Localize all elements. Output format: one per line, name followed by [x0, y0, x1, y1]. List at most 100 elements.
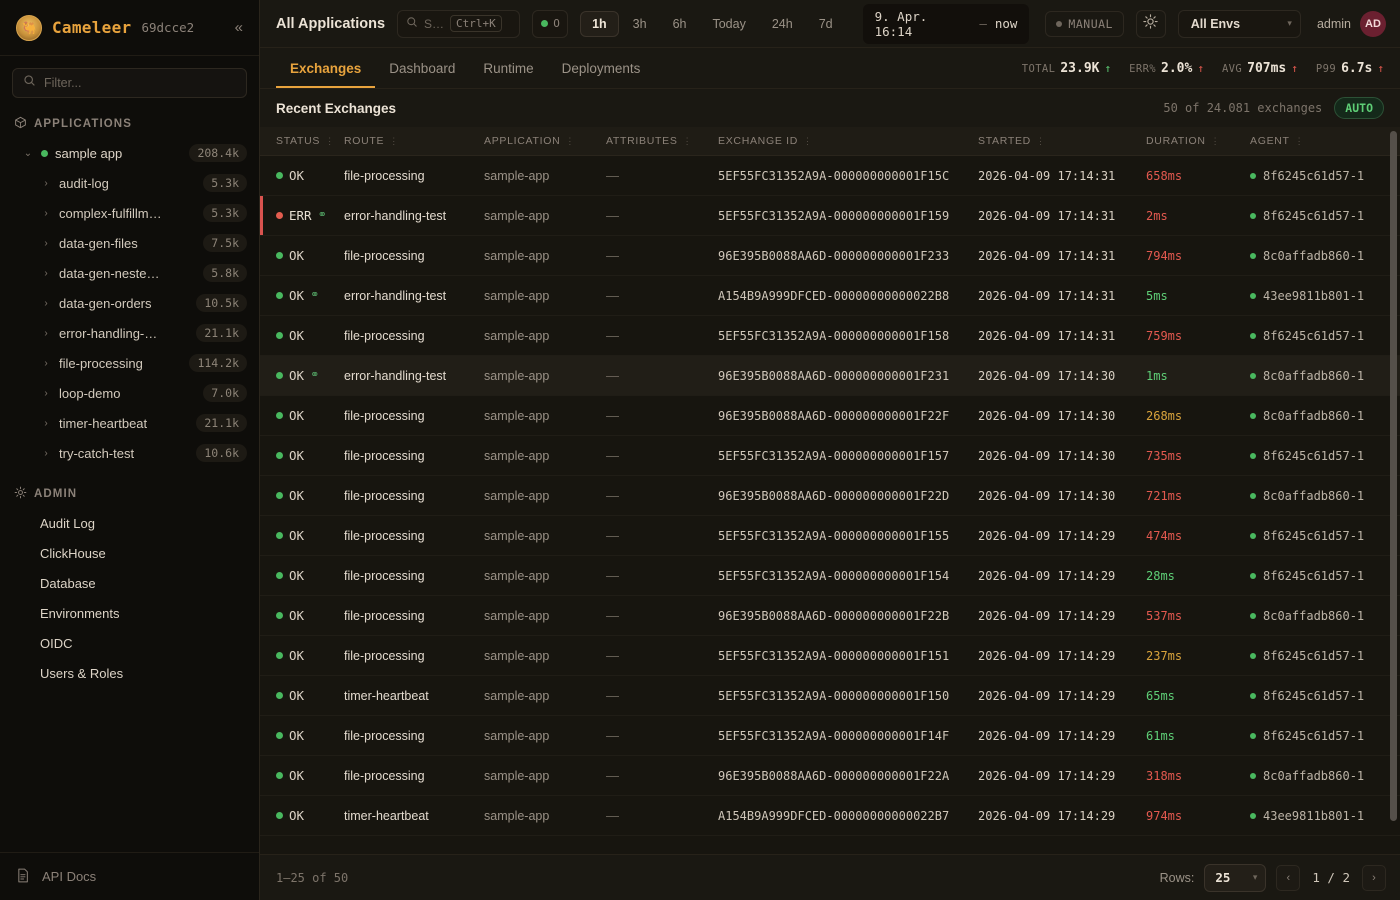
section-bar: Recent Exchanges 50 of 24.081 exchanges … [260, 89, 1400, 127]
table-row[interactable]: OK ⚭ error-handling-test sample-app — A154B9A… [260, 275, 1400, 316]
table-row[interactable]: OK ⚭ error-handling-test sample-app — 96E395B… [260, 355, 1400, 396]
sample-app-label: sample app [55, 145, 123, 161]
exchange-id-value: 96E395B0088AA6D-000000000001F22D [718, 488, 950, 503]
sidebar-admin-item[interactable]: Environments [40, 605, 120, 621]
column-header-duration[interactable]: DURATION ⋮ [1146, 127, 1250, 156]
column-header-started[interactable]: STARTED ⋮ [978, 127, 1146, 156]
table-row[interactable]: OK file-processing sample-app — 5EF55FC31352… [260, 555, 1400, 596]
tab-dashboard[interactable]: Dashboard [389, 60, 456, 76]
table-row[interactable]: ERR ⚭ error-handling-test sample-app — 5EF55F… [260, 195, 1400, 236]
trace-link-icon[interactable]: ⚭ [317, 209, 327, 221]
sidebar-admin-item[interactable]: Audit Log [40, 515, 95, 531]
cell-status: OK [260, 515, 344, 556]
sidebar-route-item[interactable]: › file-processing 114.2k [0, 348, 259, 378]
cell-agent: 8c0affadb860-1 [1250, 475, 1400, 516]
route-count: 7.5k [203, 234, 247, 252]
trace-link-icon[interactable]: ⚭ [310, 289, 320, 301]
sidebar-admin-item[interactable]: Users & Roles [40, 665, 124, 681]
column-header-agent[interactable]: AGENT ⋮ [1250, 127, 1400, 156]
tab-deployments[interactable]: Deployments [561, 60, 641, 76]
tab-runtime[interactable]: Runtime [483, 60, 534, 76]
rows-per-page-value: 25 [1215, 870, 1231, 885]
table-row[interactable]: OK file-processing sample-app — 5EF55FC31352… [260, 515, 1400, 556]
sidebar-route-item[interactable]: › data-gen-files 7.5k [0, 228, 259, 258]
column-header-attributes[interactable]: ATTRIBUTES ⋮ [606, 127, 718, 156]
sidebar-route-item[interactable]: › audit-log 5.3k [0, 168, 259, 198]
trace-link-icon[interactable]: ⚭ [310, 369, 320, 381]
sidebar-route-item[interactable]: › error-handling-… 21.1k [0, 318, 259, 348]
filter-box[interactable] [12, 68, 247, 98]
manual-refresh-chip[interactable]: MANUAL [1045, 10, 1124, 37]
table-row[interactable]: OK file-processing sample-app — 96E395B0088A… [260, 475, 1400, 516]
sidebar-route-item[interactable]: › timer-heartbeat 21.1k [0, 408, 259, 438]
sort-icon: ⋮ [389, 136, 399, 146]
sidebar-item-sample-app[interactable]: ⌄ sample app 208.4k [0, 138, 259, 168]
cell-application: sample-app [484, 235, 606, 276]
theme-toggle-button[interactable] [1135, 9, 1166, 38]
cell-route: file-processing [344, 595, 484, 636]
table-row[interactable]: OK timer-heartbeat sample-app — 5EF55FC31352… [260, 675, 1400, 716]
search-icon [23, 74, 36, 92]
agent-status-dot-icon [1250, 332, 1256, 339]
live-status-chip[interactable]: O [532, 9, 569, 38]
vertical-scrollbar[interactable] [1390, 131, 1397, 821]
column-header-application[interactable]: APPLICATION ⋮ [484, 127, 606, 156]
route-count: 5.3k [203, 204, 247, 222]
cell-status: OK [260, 395, 344, 436]
sidebar-admin-item[interactable]: Database [40, 575, 96, 591]
time-separator: — [979, 16, 987, 31]
route-value: file-processing [344, 608, 425, 623]
table-row[interactable]: OK file-processing sample-app — 96E395B0088A… [260, 755, 1400, 796]
table-row[interactable]: OK timer-heartbeat sample-app — A154B9A999DF… [260, 795, 1400, 836]
table-row[interactable]: OK file-processing sample-app — 5EF55FC31352… [260, 715, 1400, 756]
table-row[interactable]: OK file-processing sample-app — 5EF55FC31352… [260, 435, 1400, 476]
time-window-display[interactable]: 9. Apr. 16:14 — now [862, 3, 1030, 44]
filter-input[interactable] [44, 76, 236, 90]
cell-duration: 28ms [1146, 555, 1250, 596]
sidebar-route-item[interactable]: › data-gen-neste… 5.8k [0, 258, 259, 288]
time-range-7d[interactable]: 7d [807, 11, 845, 37]
chevron-right-icon: › [44, 267, 48, 279]
agent-status-dot-icon [1250, 572, 1256, 579]
route-label: complex-fulfillm… [59, 205, 162, 221]
cell-route: file-processing [344, 515, 484, 556]
started-value: 2026-04-09 17:14:30 [978, 488, 1116, 503]
api-docs-link[interactable]: API Docs [0, 852, 259, 900]
tab-exchanges[interactable]: Exchanges [276, 50, 376, 88]
prev-page-button[interactable]: ‹ [1276, 864, 1301, 891]
sidebar-route-item[interactable]: › data-gen-orders 10.5k [0, 288, 259, 318]
time-range-6h[interactable]: 6h [661, 11, 699, 37]
table-row[interactable]: OK file-processing sample-app — 96E395B0088A… [260, 235, 1400, 276]
column-header-route[interactable]: ROUTE ⋮ [344, 127, 484, 156]
time-range-3h[interactable]: 3h [621, 11, 659, 37]
table-row[interactable]: OK file-processing sample-app — 96E395B0088A… [260, 595, 1400, 636]
global-search-box[interactable]: S… Ctrl+K [397, 9, 521, 38]
sidebar-route-item[interactable]: › try-catch-test 10.6k [0, 438, 259, 468]
time-range-24h[interactable]: 24h [760, 11, 805, 37]
time-range-1h[interactable]: 1h [580, 10, 619, 37]
column-header-status[interactable]: STATUS ⋮ [260, 127, 344, 156]
time-range-today[interactable]: Today [700, 11, 757, 37]
sidebar-route-item[interactable]: › complex-fulfillm… 5.3k [0, 198, 259, 228]
table-row[interactable]: OK file-processing sample-app — 5EF55FC31352… [260, 155, 1400, 196]
sidebar-admin-item[interactable]: OIDC [40, 635, 73, 651]
cell-agent: 8f6245c61d57-1 [1250, 635, 1400, 676]
table-row[interactable]: OK file-processing sample-app — 5EF55FC31352… [260, 315, 1400, 356]
status-text: ERR [289, 208, 312, 223]
rows-per-page-select[interactable]: 25 ▾ [1204, 863, 1267, 892]
cell-agent: 8c0affadb860-1 [1250, 355, 1400, 396]
cell-route: error-handling-test [344, 275, 484, 316]
status-text: OK [289, 648, 305, 663]
collapse-sidebar-icon[interactable]: « [234, 19, 243, 36]
next-page-button[interactable]: › [1362, 864, 1386, 891]
environment-select[interactable]: All Envs ▾ [1177, 9, 1301, 38]
column-header-exchange-id[interactable]: EXCHANGE ID ⋮ [718, 127, 978, 156]
table-row[interactable]: OK file-processing sample-app — 5EF55FC31352… [260, 635, 1400, 676]
auto-refresh-badge[interactable]: AUTO [1334, 97, 1384, 119]
cell-started: 2026-04-09 17:14:29 [978, 555, 1146, 596]
sidebar-route-item[interactable]: › loop-demo 7.0k [0, 378, 259, 408]
user-menu[interactable]: admin AD [1317, 10, 1386, 37]
sidebar-admin-item[interactable]: ClickHouse [40, 545, 106, 561]
table-row[interactable]: OK file-processing sample-app — 96E395B0088A… [260, 395, 1400, 436]
started-value: 2026-04-09 17:14:31 [978, 208, 1116, 223]
